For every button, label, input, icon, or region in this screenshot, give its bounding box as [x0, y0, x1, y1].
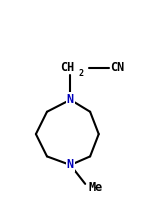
- Text: CN: CN: [111, 62, 125, 74]
- Text: N: N: [67, 93, 74, 106]
- Text: CH: CH: [61, 62, 75, 74]
- Text: Me: Me: [88, 181, 103, 194]
- Text: N: N: [67, 159, 74, 171]
- Text: 2: 2: [78, 70, 83, 78]
